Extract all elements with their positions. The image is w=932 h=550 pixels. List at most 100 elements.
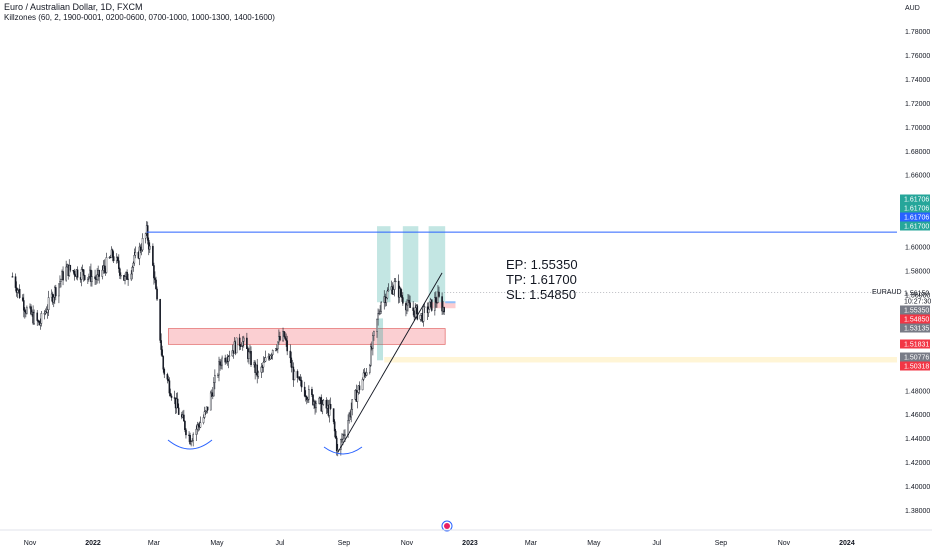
candle-body — [344, 434, 346, 436]
candle-body — [240, 345, 243, 347]
candle-body — [368, 365, 371, 373]
candle-body — [227, 356, 230, 362]
price-axis-badge — [900, 212, 930, 222]
candle-body — [26, 307, 28, 314]
price-axis-badge-label: 1.53135 — [904, 326, 929, 333]
y-tick-label: 1.40000 — [905, 484, 930, 491]
candle-body — [73, 270, 76, 276]
candle-body — [131, 267, 134, 275]
price-axis[interactable]: 1.38000 1.40000 1.42000 1.44000 1.46000 1.480… — [897, 0, 932, 550]
candle-body — [118, 260, 120, 269]
candle-body — [437, 291, 439, 303]
candle-body — [373, 331, 375, 336]
candle-body — [154, 277, 156, 281]
candle-body — [218, 361, 220, 376]
price-axis-badge — [900, 361, 930, 371]
chart-title: Euro / Australian Dollar, 1D, FXCM — [4, 2, 143, 12]
candle-body — [241, 341, 244, 347]
candle-body — [47, 297, 50, 311]
bottom-arc — [167, 439, 213, 450]
y-tick-label: 1.74000 — [905, 77, 930, 84]
candle-body — [169, 392, 172, 397]
price-axis-badge-label: 1.61700 — [904, 224, 929, 231]
indicator-label[interactable]: Killzones (60, 2, 1900-0001, 0200-0600, … — [4, 13, 275, 22]
candle-body — [177, 407, 180, 415]
price-axis-badge — [900, 352, 930, 362]
candle-body — [134, 252, 137, 256]
candle-body — [11, 276, 14, 278]
candle-body — [443, 307, 445, 313]
candle-body — [279, 336, 281, 341]
candle-body — [386, 290, 389, 299]
candle-body — [238, 337, 241, 347]
candle-body — [438, 291, 440, 297]
candle-body — [401, 295, 403, 298]
candle-body — [199, 422, 202, 428]
y-tick-label: 1.48000 — [905, 388, 930, 395]
candle-body — [246, 337, 248, 349]
candle-body — [380, 302, 382, 312]
candle-body — [328, 404, 331, 416]
candle-body — [341, 438, 343, 441]
candle-body — [82, 269, 85, 276]
price-axis-badge — [900, 314, 930, 324]
candle-body — [96, 274, 98, 280]
candle-body — [196, 424, 199, 430]
candle-body — [160, 340, 162, 350]
candle-body — [91, 276, 93, 282]
price-axis-badge-label: 1.56150 — [904, 291, 929, 298]
candle-body — [83, 275, 86, 280]
candle-body — [350, 409, 352, 418]
price-axis-badge-label: 1.61706 — [904, 206, 929, 213]
time-axis[interactable]: Nov 2022 Mar May Jul Sep Nov 2023 Mar May Jul Sep No… — [0, 529, 932, 547]
symbol-label: EURAUD — [872, 289, 902, 296]
candle-body — [103, 265, 106, 269]
candle-body — [277, 341, 279, 350]
candle-body — [308, 389, 310, 400]
candle-body — [257, 371, 260, 377]
candle-body — [406, 304, 408, 311]
candle-body — [192, 434, 194, 441]
candle-body — [365, 372, 368, 376]
candle-body — [138, 246, 141, 259]
x-tick-label: Sep — [338, 540, 351, 547]
candle-body — [159, 299, 161, 341]
candle-body — [376, 318, 378, 332]
candles — [11, 221, 445, 457]
candle-body — [167, 378, 170, 381]
y-tick-label: 1.66000 — [905, 173, 930, 180]
candle-body — [378, 312, 380, 315]
price-axis-badge-label: 1.50318 — [904, 364, 929, 371]
candle-body — [322, 400, 325, 405]
price-axis-badge-label: 10:27:30 — [904, 299, 931, 306]
candle-body — [283, 331, 285, 337]
candle-body — [342, 434, 344, 440]
candle-body — [334, 430, 337, 439]
candle-body — [290, 357, 293, 368]
candle-body — [94, 276, 96, 279]
y-tick-label: 1.42000 — [905, 460, 930, 467]
candle-body — [184, 420, 186, 431]
candle-body — [55, 287, 57, 297]
candle-body — [427, 308, 430, 314]
candle-body — [370, 346, 372, 366]
candle-body — [303, 386, 306, 397]
candle-body — [250, 350, 252, 366]
candle-body — [394, 280, 397, 283]
x-tick-label: May — [587, 540, 601, 547]
candle-body — [325, 400, 328, 409]
candle-body — [98, 270, 100, 277]
candle-body — [300, 380, 303, 388]
candle-body — [217, 374, 219, 376]
candle-body — [363, 372, 366, 374]
candle-body — [284, 336, 286, 339]
x-tick-label: 2022 — [85, 540, 101, 547]
candle-body — [298, 376, 301, 381]
candle-body — [321, 404, 324, 412]
candle-body — [40, 313, 43, 324]
candle-body — [38, 320, 41, 326]
candle-body — [315, 403, 317, 409]
candle-body — [312, 394, 314, 405]
candle-body — [248, 351, 250, 359]
